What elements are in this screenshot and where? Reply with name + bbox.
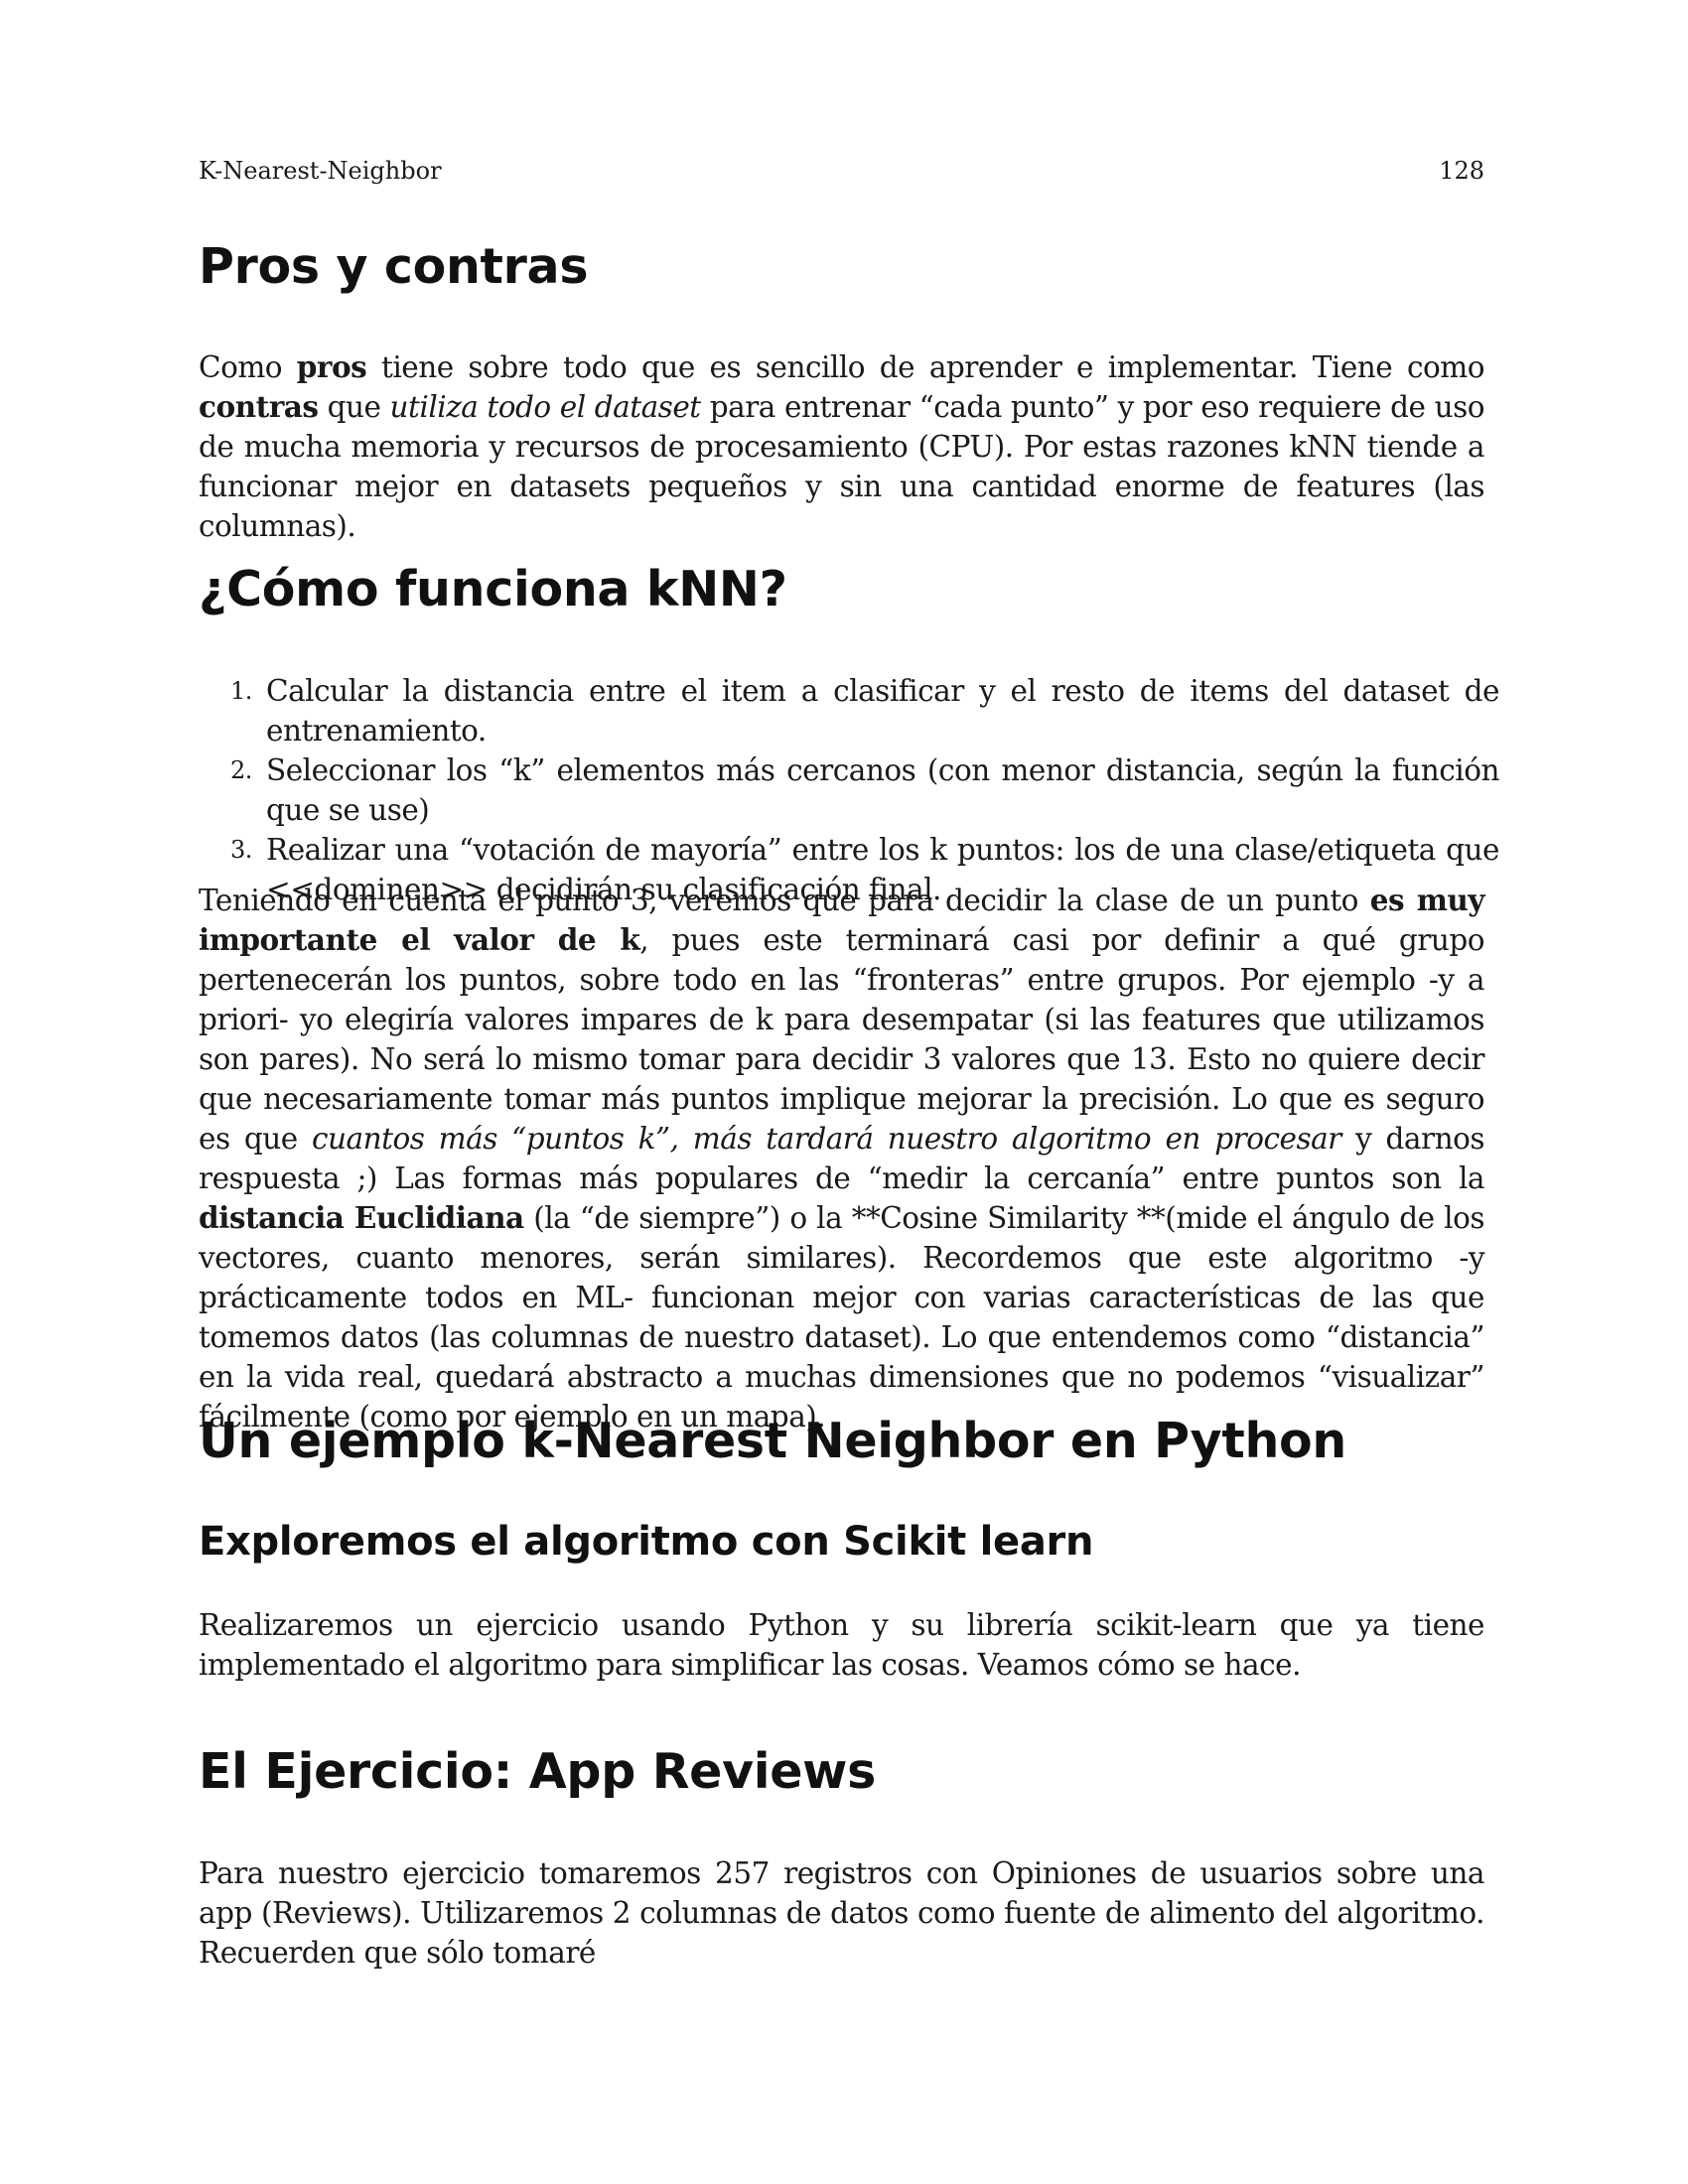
steps-list: 1. Calcular la distancia entre el item a … (199, 671, 1500, 909)
running-header: K-Nearest-Neighbor 128 (199, 157, 1484, 191)
running-header-title: K-Nearest-Neighbor (199, 157, 442, 185)
list-item: 1. Calcular la distancia entre el item a … (230, 674, 1500, 748)
heading-como-funciona: ¿Cómo funciona kNN? (199, 561, 787, 617)
paragraph-valor-k: Teniendo en cuenta el punto 3, veremos q… (199, 883, 1485, 1433)
paragraph-ejercicio: Para nuestro ejercicio tomaremos 257 reg… (199, 1856, 1485, 1970)
list-item: 3. Realizar una “votación de mayoría” ent… (230, 833, 1500, 906)
page-number: 128 (1439, 157, 1484, 185)
heading-pros-contras: Pros y contras (199, 238, 589, 295)
list-item: 2. Seleccionar los “k” elementos más cerc… (230, 753, 1500, 827)
paragraph-pros-contras: Como pros tiene sobre todo que es sencil… (199, 349, 1485, 543)
heading-ejercicio: El Ejercicio: App Reviews (199, 1743, 876, 1800)
heading-explore-scikit: Exploremos el algoritmo con Scikit learn (199, 1519, 1094, 1565)
paragraph-explore: Realizaremos un ejercicio usando Python … (199, 1608, 1485, 1682)
heading-ejemplo-python: Un ejemplo k-Nearest Neighbor en Python (199, 1413, 1346, 1469)
